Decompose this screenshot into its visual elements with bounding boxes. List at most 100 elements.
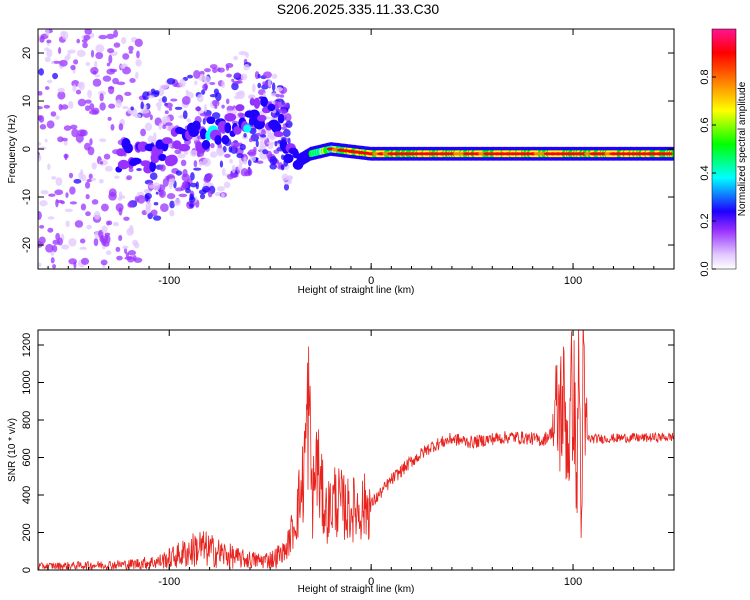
spectrogram-noise-blob [144,122,153,131]
spectrogram-noise-blob [124,91,132,97]
spectrogram-ridge-blob [253,97,261,109]
spectrogram-noise-blob [282,129,291,138]
spectrogram-noise-blob [59,59,68,67]
spectrogram-noise-blob [280,126,288,130]
spectrogram-noise-blob [167,142,172,148]
spectrogram-noise-blob [38,115,45,123]
spectrogram-noise-blob [249,156,257,162]
spectrogram-ridge-blob [224,113,237,122]
spectrogram-noise-blob [149,114,153,121]
spectrogram-noise-blob [283,183,290,191]
spectrogram-noise-blob [77,82,83,89]
spectrogram-noise-blob [255,139,259,148]
spectrogram-noise-blob [113,29,119,38]
spectrogram-noise-blob [127,201,134,208]
spectrogram-noise-blob [199,112,207,117]
spectrogram-noise-blob [38,106,43,110]
spectrogram-ridge-blob [283,153,294,164]
spectrogram-noise-blob [247,159,252,167]
spectrogram-noise-blob [50,111,57,117]
spectrogram-noise-blob [89,138,93,146]
spectrogram-noise-blob [198,160,204,167]
spectrogram-noise-blob [251,83,256,93]
colorbar-tick-label: 0.0 [699,261,711,276]
spectrogram-noise-blob [213,88,219,95]
spectrogram-noise-blob [271,82,276,92]
spectrogram-noise-blob [203,104,208,113]
snr-y-tick-label: 0 [21,567,33,573]
spectrogram-noise-blob [196,94,204,103]
spectrogram-noise-blob [110,123,115,131]
spectrogram-noise-blob [135,59,142,67]
spectrogram-noise-blob [77,129,86,137]
spectrogram-noise-blob [64,153,68,161]
spectrogram-noise-blob [259,134,267,138]
spectrogram-noise-blob [74,220,84,228]
spectrogram-noise-blob [276,86,283,92]
spectrogram-noise-blob [73,178,82,184]
spectrogram-noise-blob [257,74,261,79]
spectrogram-noise-blob [216,186,225,192]
spectrogram-noise-blob [204,68,211,73]
spectrogram-noise-blob [158,87,165,97]
spectrogram-noise-blob [39,200,48,207]
spectrogram-noise-blob [271,73,278,79]
spectrogram-y-label: Frequency (Hz) [7,115,18,184]
spectrogram-noise-blob [194,80,198,86]
spectrogram-noise-blob [239,143,246,151]
spectrogram-x-ticks: -100 0 100 [47,29,675,287]
spectrogram-noise-blob [47,227,54,233]
spectrogram-noise-blob [89,109,98,115]
spectrogram-noise-blob [225,98,230,105]
spectrogram-noise-blob [140,101,144,110]
spectrogram-noise-blob [44,138,48,143]
spectrogram-noise-blob [133,257,143,263]
spectrogram-noise-blob [107,48,115,54]
spectrogram-noise-blob [202,185,211,193]
spectrogram-noise-blob [162,124,167,130]
spectrogram-noise-blob [142,91,150,101]
spectrogram-noise-blob [38,91,43,96]
spectrogram-noise-blob [166,193,176,200]
spectrogram-noise-blob [205,172,213,180]
spectrogram-noise-blob [217,67,225,73]
spectrogram-noise-blob [245,52,249,58]
spectrogram-noise-blob [129,78,136,83]
spectrogram-ridge-blob [161,137,173,145]
spectrogram-noise-blob [219,160,224,168]
spectrogram-noise-blob [257,82,262,89]
spectrogram-noise-blob [46,79,53,84]
spectrogram-noise-blob [209,151,218,158]
spectrogram-noise-blob [181,173,190,182]
spectrogram-noise-blob [260,129,267,136]
spectrogram-noise-blob [99,102,106,111]
spectrogram-noise-blob [168,107,173,111]
spectrogram-noise-blob [104,165,113,172]
spectrogram-ridge-blob [233,125,242,135]
spectrogram-noise-blob [69,186,76,195]
spectrogram-ridge-blob [214,135,222,146]
spectrogram-noise-blob [107,86,115,90]
spectrogram-noise-blob [287,137,291,145]
spectrogram-noise-blob [224,153,231,158]
spectrogram-noise-blob [148,184,155,189]
spectrogram-noise-blob [65,192,69,198]
figure-title: S206.2025.335.11.33.C30 [277,1,440,17]
spectrogram-noise-blob [57,136,64,143]
spectrogram-noise-blob [195,106,202,112]
spectrogram-noise-blob [162,177,169,187]
spectrogram-noise-blob [280,164,285,171]
spectrogram-noise-blob [55,177,63,186]
spectrogram-noise-blob [112,221,119,227]
spectrogram-noise-blob [63,125,72,131]
spectrogram-noise-blob [126,175,133,181]
snr-x-tick-label: 100 [564,576,582,588]
spectrogram-ridge-blob [129,157,142,165]
spectrogram-noise-blob [169,209,175,217]
spectrogram-noise-blob [68,258,77,265]
snr-y-label: SNR (10 * v/v) [7,418,18,482]
spectrogram-noise-blob [52,72,59,80]
spectrogram-noise-blob [221,168,226,176]
spectrogram-noise-blob [160,203,169,213]
spectrogram-noise-blob [199,193,206,200]
